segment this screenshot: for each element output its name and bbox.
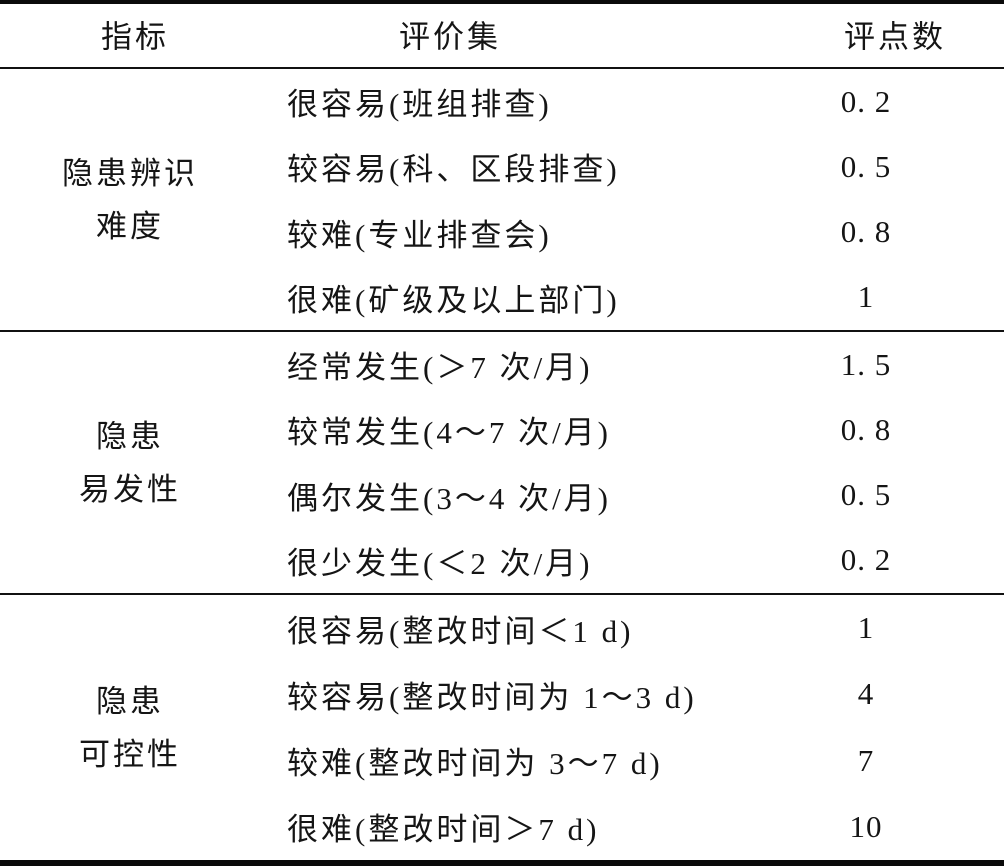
group-controllability: 隐患 可控性 很容易(整改时间＜1 d) 1 较容易(整改时间为 1～3 d) … xyxy=(0,595,1004,860)
header-score: 评点数 xyxy=(844,19,946,55)
group-occurrence-likelihood: 隐患 易发性 经常发生(＞7 次/月) 1. 5 较常发生(4～7 次/月) 0… xyxy=(0,332,1004,595)
row-label: 经常发生(＞7 次/月) xyxy=(287,350,593,386)
table-row: 很少发生(＜2 次/月) 0. 2 xyxy=(260,528,1004,593)
row-label: 很容易(整改时间＜1 d) xyxy=(287,613,634,649)
row-label: 很容易(班组排查) xyxy=(287,87,552,123)
group-rows: 很容易(整改时间＜1 d) 1 较容易(整改时间为 1～3 d) 4 较难(整改… xyxy=(260,595,1004,860)
indicator-label-line: 隐患辨识 xyxy=(62,155,198,191)
indicator-label-line: 可控性 xyxy=(79,736,181,772)
indicator-label: 隐患 可控性 xyxy=(0,595,260,860)
table-row: 很容易(整改时间＜1 d) 1 xyxy=(260,595,1004,661)
indicator-label-line: 难度 xyxy=(96,208,164,244)
row-value: 4 xyxy=(857,676,875,712)
row-label: 较容易(整改时间为 1～3 d) xyxy=(287,679,697,715)
group-identification-difficulty: 隐患辨识 难度 很容易(班组排查) 0. 2 较容易(科、区段排查) 0. 5 … xyxy=(0,69,1004,332)
row-value: 10 xyxy=(849,808,883,844)
row-value: 0. 2 xyxy=(840,542,892,578)
table-row: 经常发生(＞7 次/月) 1. 5 xyxy=(260,332,1004,397)
row-value: 0. 5 xyxy=(840,148,892,184)
table-row: 较常发生(4～7 次/月) 0. 8 xyxy=(260,397,1004,462)
indicator-label-line: 隐患 xyxy=(96,683,164,719)
group-rows: 经常发生(＞7 次/月) 1. 5 较常发生(4～7 次/月) 0. 8 偶尔发… xyxy=(260,332,1004,593)
row-value: 0. 8 xyxy=(840,411,892,447)
table-row: 较难(专业排查会) 0. 8 xyxy=(260,200,1004,265)
row-label: 偶尔发生(3～4 次/月) xyxy=(287,480,612,516)
row-value: 0. 8 xyxy=(840,214,892,250)
row-value: 1. 5 xyxy=(840,346,892,382)
row-label: 很难(整改时间＞7 d) xyxy=(287,812,600,848)
table-row: 很容易(班组排查) 0. 2 xyxy=(260,69,1004,134)
indicator-label: 隐患辨识 难度 xyxy=(0,69,260,330)
table-row: 偶尔发生(3～4 次/月) 0. 5 xyxy=(260,463,1004,528)
row-label: 很少发生(＜2 次/月) xyxy=(287,545,593,581)
header-evaluation-set: 评价集 xyxy=(399,19,501,55)
row-value: 0. 5 xyxy=(840,477,892,513)
table-row: 较容易(整改时间为 1～3 d) 4 xyxy=(260,661,1004,727)
row-value: 1 xyxy=(857,279,875,315)
indicator-label: 隐患 易发性 xyxy=(0,332,260,593)
table-row: 较难(整改时间为 3～7 d) 7 xyxy=(260,728,1004,794)
row-label: 较难(整改时间为 3～7 d) xyxy=(287,746,663,782)
row-value: 0. 2 xyxy=(840,83,892,119)
row-label: 较常发生(4～7 次/月) xyxy=(287,415,612,451)
table-row: 很难(整改时间＞7 d) 10 xyxy=(260,794,1004,860)
row-label: 很难(矿级及以上部门) xyxy=(287,282,620,318)
indicator-label-line: 易发性 xyxy=(79,471,181,507)
row-label: 较容易(科、区段排查) xyxy=(287,152,620,188)
indicator-label-line: 隐患 xyxy=(96,418,164,454)
group-rows: 很容易(班组排查) 0. 2 较容易(科、区段排查) 0. 5 较难(专业排查会… xyxy=(260,69,1004,330)
header-indicator: 指标 xyxy=(101,19,169,55)
row-value: 1 xyxy=(857,610,875,646)
table-header-row: 指标 评价集 评点数 xyxy=(0,4,1004,69)
row-value: 7 xyxy=(857,742,875,778)
table-row: 很难(矿级及以上部门) 1 xyxy=(260,265,1004,330)
table-row: 较容易(科、区段排查) 0. 5 xyxy=(260,134,1004,199)
row-label: 较难(专业排查会) xyxy=(287,217,552,253)
